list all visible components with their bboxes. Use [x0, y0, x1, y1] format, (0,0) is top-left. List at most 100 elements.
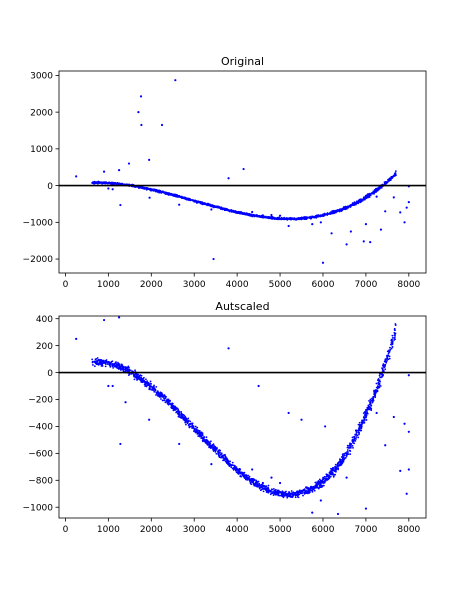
- data-point: [167, 401, 170, 403]
- data-point: [187, 417, 190, 420]
- x-tick-label: 0: [63, 525, 69, 535]
- data-point: [330, 469, 333, 472]
- data-point: [288, 494, 291, 497]
- data-point: [199, 202, 202, 205]
- data-point: [358, 421, 361, 424]
- data-point: [243, 471, 246, 474]
- data-point: [390, 340, 393, 342]
- outlier-point: [311, 223, 314, 226]
- outlier-point: [287, 224, 290, 228]
- outlier-point: [111, 384, 114, 388]
- data-point: [386, 355, 389, 358]
- data-point: [259, 489, 262, 492]
- data-point: [311, 491, 314, 493]
- data-point: [301, 490, 304, 492]
- data-point: [95, 358, 98, 360]
- x-axis: 0 1000 2000 3000 4000 5000 6000 7000 8000: [63, 518, 421, 535]
- data-point: [179, 195, 182, 198]
- data-point: [368, 408, 370, 411]
- data-point: [310, 216, 312, 219]
- data-point: [201, 434, 204, 437]
- data-point: [372, 397, 374, 400]
- data-point: [174, 194, 177, 196]
- data-point: [373, 389, 375, 392]
- data-point: [224, 460, 227, 463]
- outlier-point: [379, 228, 383, 231]
- data-point: [378, 382, 381, 385]
- data-point: [302, 494, 304, 497]
- data-point: [267, 488, 270, 491]
- data-point: [191, 423, 194, 425]
- data-point: [152, 385, 155, 388]
- data-point: [388, 179, 391, 182]
- data-point: [149, 380, 152, 383]
- data-point: [183, 414, 186, 417]
- data-point: [209, 440, 212, 443]
- data-point: [323, 475, 326, 478]
- data-point: [303, 488, 306, 490]
- data-point: [323, 481, 326, 484]
- data-point: [169, 400, 171, 403]
- data-point: [170, 406, 173, 409]
- data-point: [265, 485, 268, 488]
- data-point: [193, 429, 196, 432]
- chart-title: Autscaled: [215, 300, 269, 313]
- data-point: [294, 496, 297, 499]
- data-point: [233, 467, 236, 470]
- y-tick-label: −200: [28, 396, 53, 406]
- data-point: [388, 357, 391, 360]
- data-point: [267, 484, 270, 487]
- outlier-point: [364, 507, 368, 510]
- y-tick-label: −1000: [23, 503, 54, 513]
- data-point: [251, 478, 254, 480]
- data-point: [261, 487, 264, 489]
- data-point: [245, 475, 248, 478]
- data-point: [363, 421, 366, 424]
- data-point: [212, 443, 215, 446]
- data-point: [351, 438, 354, 441]
- data-point: [368, 196, 371, 199]
- data-point: [228, 210, 231, 213]
- data-point: [229, 209, 232, 212]
- outlier-point: [375, 411, 378, 415]
- data-point: [197, 201, 199, 204]
- data-point: [247, 213, 250, 216]
- data-point: [348, 449, 351, 452]
- data-point: [382, 363, 385, 365]
- data-point: [245, 474, 247, 476]
- data-point: [207, 440, 210, 443]
- data-point: [385, 180, 388, 183]
- y-tick-label: 1000: [30, 145, 53, 155]
- outlier-point: [210, 208, 213, 211]
- outlier-point: [148, 418, 151, 421]
- data-point: [137, 373, 140, 376]
- data-point: [196, 426, 199, 429]
- data-point: [120, 366, 122, 369]
- data-point: [388, 351, 391, 354]
- outlier-point: [304, 216, 307, 219]
- data-point: [349, 204, 351, 207]
- data-point: [380, 186, 383, 189]
- outlier-point: [405, 492, 408, 495]
- data-point: [122, 368, 125, 371]
- data-point: [194, 425, 197, 428]
- data-point: [149, 188, 152, 190]
- plot-frame: [58, 70, 427, 274]
- data-point: [311, 488, 314, 491]
- scatter-points: [75, 79, 410, 264]
- data-point: [148, 388, 151, 391]
- outlier-point: [407, 468, 410, 471]
- data-point: [373, 191, 376, 193]
- outlier-point: [117, 316, 121, 319]
- data-point: [371, 398, 374, 401]
- data-point: [257, 485, 260, 487]
- data-point: [188, 426, 191, 429]
- data-point: [368, 403, 371, 406]
- data-point: [272, 490, 274, 493]
- y-tick-label: −400: [28, 423, 53, 433]
- data-point: [366, 412, 369, 415]
- data-point: [212, 448, 215, 451]
- data-point: [195, 431, 197, 433]
- outlier-point: [119, 203, 122, 207]
- data-point: [98, 359, 101, 362]
